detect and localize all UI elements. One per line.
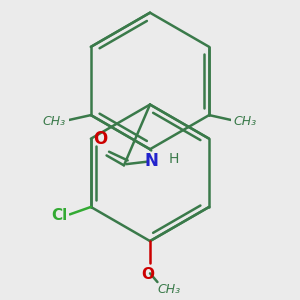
- Text: O: O: [141, 267, 154, 282]
- Text: Cl: Cl: [51, 208, 67, 223]
- Text: H: H: [169, 152, 179, 166]
- Text: CH₃: CH₃: [234, 115, 257, 128]
- Text: O: O: [93, 130, 107, 148]
- Text: CH₃: CH₃: [158, 283, 181, 296]
- Text: N: N: [144, 152, 158, 170]
- Text: CH₃: CH₃: [43, 115, 66, 128]
